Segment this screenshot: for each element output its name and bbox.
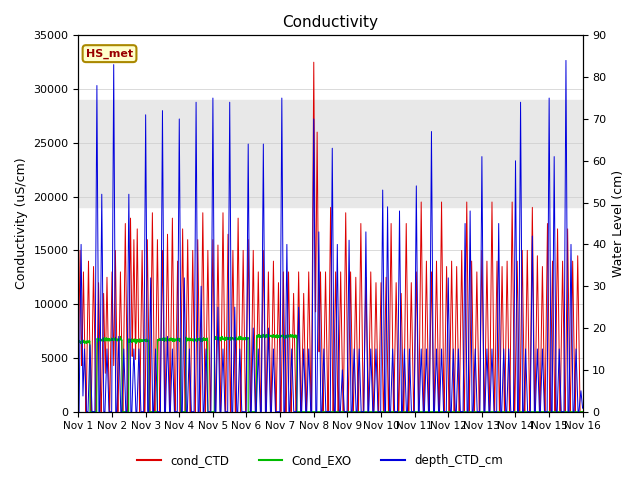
Bar [79,100,582,207]
Legend: cond_CTD, Cond_EXO, depth_CTD_cm: cond_CTD, Cond_EXO, depth_CTD_cm [132,449,508,472]
Text: HS_met: HS_met [86,48,133,59]
Title: Conductivity: Conductivity [282,15,378,30]
Y-axis label: Conductivity (uS/cm): Conductivity (uS/cm) [15,158,28,289]
Y-axis label: Water Level (cm): Water Level (cm) [612,170,625,277]
